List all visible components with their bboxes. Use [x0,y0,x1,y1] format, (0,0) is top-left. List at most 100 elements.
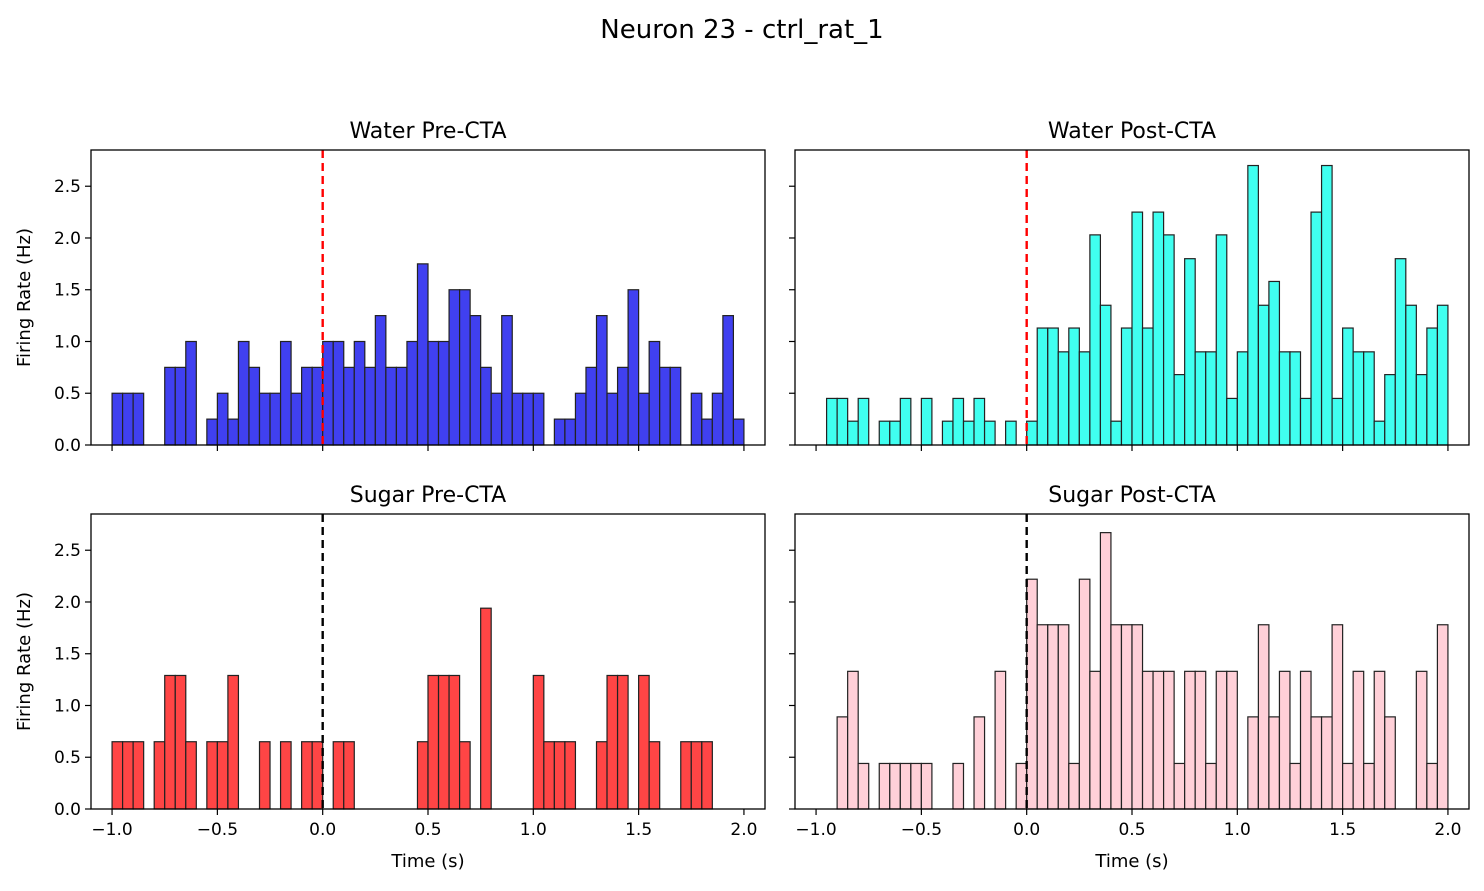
histogram-bar [1247,164,1259,446]
histogram-bar [648,741,661,810]
histogram-bar [469,315,482,446]
histogram-bar [1110,420,1123,446]
histogram-bar [1194,670,1207,810]
histogram-bar [1373,420,1386,446]
histogram-bar [416,263,429,446]
histogram-bar [1036,624,1049,810]
panel-title: Water Pre-CTA [349,119,506,144]
histogram-bar [553,418,566,446]
y-tick-label: 1.5 [54,281,81,301]
x-tick-label: 1.5 [625,820,652,840]
histogram-bar [1026,578,1038,810]
histogram-bar [1310,211,1323,446]
histogram-bar [532,392,545,446]
histogram-bar [1068,327,1080,446]
histogram-bar [962,420,975,446]
histogram-bars [111,607,713,810]
histogram-bar [638,674,650,810]
histogram-bar [279,340,292,446]
histogram-bar [258,741,271,810]
x-axis-label: Time (s) [1094,851,1168,872]
histogram-bar [1215,234,1228,446]
histogram-bar [1110,624,1123,810]
x-tick-label: 1.0 [1224,820,1251,840]
histogram-bar [111,392,124,446]
histogram-bar [1320,716,1333,810]
x-tick-label: 1.0 [520,820,547,840]
histogram-bar [216,392,229,446]
histogram-bar [1184,670,1196,810]
histogram-bar [522,392,534,446]
histogram-bar [1426,327,1439,446]
histogram-bar [248,366,261,446]
histogram-bar [701,741,713,810]
histogram-bar [301,741,313,810]
histogram-bar [941,420,954,446]
histogram-bar [353,340,366,446]
histogram-bar [606,674,619,810]
histogram-bar [1194,351,1207,446]
y-tick-label: 2.5 [54,177,81,197]
histogram-bar [701,418,713,446]
histogram-bar [543,741,555,810]
histogram-bar [1331,624,1344,810]
x-tick-label: −0.5 [197,820,238,840]
histogram-bar [1226,670,1238,810]
y-tick-label: 2.0 [54,229,81,249]
histogram-bar [711,392,724,446]
histogram-bar [279,741,292,810]
histogram-bar [1352,351,1365,446]
histogram-bar [1299,670,1312,810]
y-tick-label: 1.0 [54,332,81,352]
histogram-bar [480,366,492,446]
histogram-bar [132,741,145,810]
histogram-bar [1036,327,1049,446]
histogram-bar [1120,624,1133,810]
histogram-bar [889,420,901,446]
histogram-bar [216,741,229,810]
histogram-bar [1384,716,1396,810]
histogram-bar [847,670,859,810]
histogram-bar [364,366,376,446]
histogram-bar [174,674,187,810]
histogram-bar [311,366,324,446]
y-tick-label: 0.0 [54,800,81,820]
histogram-bar [206,741,218,810]
histogram-bar [732,418,745,446]
histogram-bar [1099,532,1112,810]
histogram-bar [121,392,134,446]
histogram-bar [606,392,619,446]
histogram-bar [227,418,240,446]
histogram-bar [1236,351,1249,446]
histogram-bar [1268,716,1281,810]
histogram-bar [206,418,218,446]
histogram-bar [1141,327,1154,446]
histogram-bar [1320,164,1333,446]
histogram-bar [185,741,197,810]
x-tick-label: 0.0 [1013,820,1040,840]
histogram-bar [153,741,166,810]
histogram-bar [1068,762,1080,810]
histogram-bar [1057,351,1070,446]
histogram-bar [1173,762,1186,810]
histogram-bar [1352,670,1365,810]
histogram-bar [416,741,429,810]
histogram-bar [973,397,986,446]
x-axis-label: Time (s) [390,851,464,872]
histogram-bar [501,315,513,446]
histogram-bar [920,397,933,446]
histogram-bar [616,674,629,810]
histogram-bar [111,741,124,810]
histogram-bar [1205,351,1217,446]
histogram-bar [878,762,891,810]
x-tick-label: 0.0 [309,820,336,840]
histogram-bar [1342,327,1354,446]
histogram-bar [1173,374,1186,446]
histogram-bar [227,674,240,810]
histogram-bar [437,340,450,446]
histogram-bar [1089,234,1102,446]
x-tick-label: 1.5 [1329,820,1356,840]
histogram-bar [1120,327,1133,446]
histogram-bar [448,674,461,810]
